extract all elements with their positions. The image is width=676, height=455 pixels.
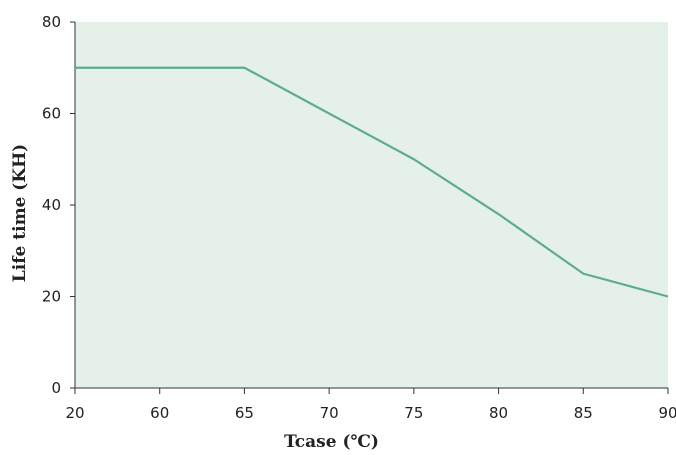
y-tick-label: 20 xyxy=(42,288,61,306)
ticks-layer xyxy=(70,21,669,394)
y-tick-label: 0 xyxy=(51,379,61,397)
x-axis-title: Tcase (℃) xyxy=(284,432,379,452)
y-tick-label: 60 xyxy=(42,105,61,123)
x-tick-label: 75 xyxy=(404,404,423,422)
plot-background xyxy=(75,22,668,388)
y-axis-title: Life time (KH) xyxy=(10,144,30,282)
x-tick-label: 20 xyxy=(65,404,84,422)
x-tick-label: 80 xyxy=(489,404,508,422)
x-tick-label: 85 xyxy=(574,404,593,422)
y-tick-label: 40 xyxy=(42,196,61,214)
x-tick-label: 70 xyxy=(320,404,339,422)
x-tick-label: 90 xyxy=(658,404,676,422)
x-tick-label: 65 xyxy=(235,404,254,422)
x-tick-label: 60 xyxy=(150,404,169,422)
series-line xyxy=(75,66,669,298)
y-tick-label: 80 xyxy=(42,13,61,31)
